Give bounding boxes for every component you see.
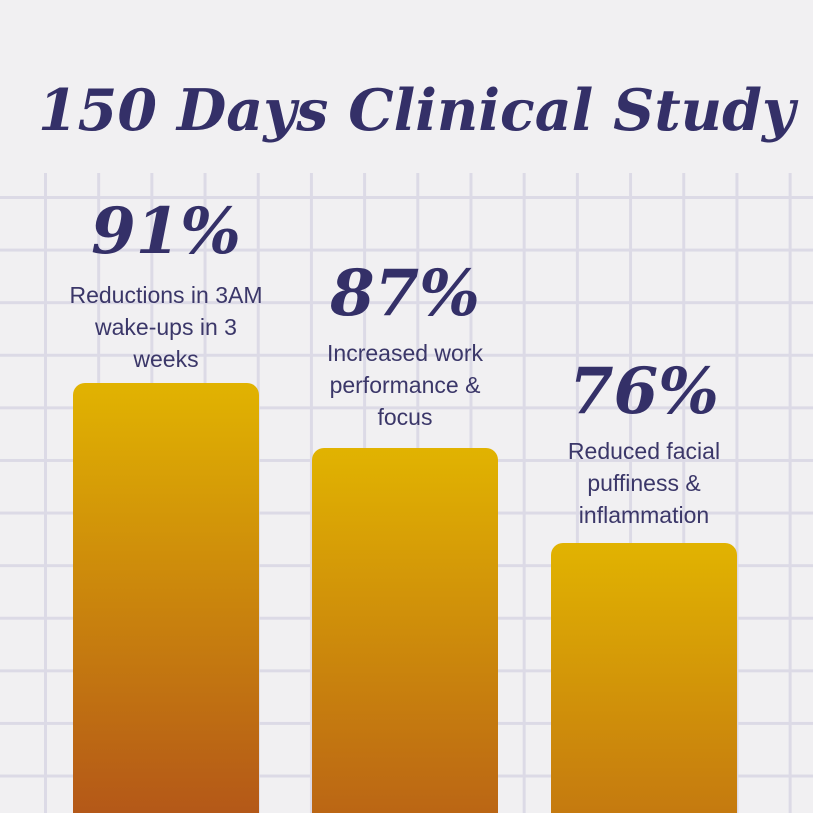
stat-description-3: Reduced facial puffiness & inflammation xyxy=(519,435,769,531)
stat-value-3: 76% xyxy=(569,354,719,429)
stat-description-2: Increased work performance & focus xyxy=(280,337,530,433)
stat-description-1-line-2: wake-ups in 3 xyxy=(95,314,237,340)
stat-description-2-line-1: Increased work xyxy=(327,340,483,366)
stat-description-2-line-2: performance & xyxy=(329,372,481,398)
stat-value-2: 87% xyxy=(330,256,480,331)
stat-description-3-line-2: puffiness & xyxy=(587,470,701,496)
stat-value-1: 91% xyxy=(91,194,241,269)
stat-description-3-line-1: Reduced facial xyxy=(567,438,721,464)
stat-description-1-line-3: weeks xyxy=(133,346,199,372)
stat-description-1: Reductions in 3AM wake-ups in 3 weeks xyxy=(41,279,291,375)
stat-description-3-line-3: inflammation xyxy=(578,502,710,528)
stat-description-2-line-3: focus xyxy=(377,404,433,430)
bar-3 xyxy=(551,543,737,813)
bar-1 xyxy=(73,383,259,813)
bar-2 xyxy=(312,448,498,813)
stat-description-1-line-1: Reductions in 3AM xyxy=(69,282,263,308)
page-title: 150 Days Clinical Study xyxy=(38,77,796,145)
